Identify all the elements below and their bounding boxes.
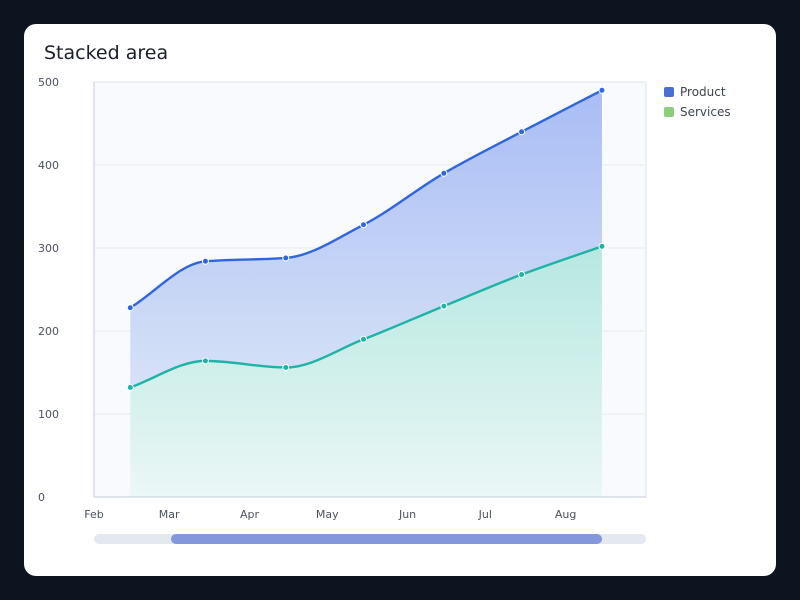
x-tick-label: Feb: [84, 508, 103, 521]
x-tick-label: Mar: [159, 508, 180, 521]
y-tick-label: 400: [38, 159, 59, 172]
data-point-product[interactable]: [126, 304, 134, 312]
x-tick-label: Aug: [555, 508, 576, 521]
x-tick-label: Jul: [478, 508, 492, 521]
legend-swatch-services: [664, 107, 674, 117]
zoom-scrollbar-track[interactable]: [94, 534, 646, 544]
legend: Product Services: [664, 82, 731, 122]
legend-item-services[interactable]: Services: [664, 102, 731, 122]
data-point-services[interactable]: [126, 383, 134, 391]
data-point-product[interactable]: [282, 254, 290, 262]
chart-card: Stacked area 0 100 200 300 400 500 Feb Mar Apr M…: [24, 24, 776, 576]
x-axis-ticks: Feb Mar Apr May Jun Jul Aug: [84, 508, 576, 521]
legend-label-services: Services: [680, 105, 731, 119]
series-points: [126, 86, 606, 391]
x-tick-label: Jun: [398, 508, 416, 521]
area-product: [130, 90, 602, 388]
series-areas: [130, 90, 602, 497]
data-point-product[interactable]: [201, 257, 209, 265]
data-point-product[interactable]: [360, 221, 368, 229]
data-point-services[interactable]: [360, 335, 368, 343]
y-tick-label: 500: [38, 76, 59, 89]
stacked-area-chart: 0 100 200 300 400 500 Feb Mar Apr May Jun Jul Aug: [38, 76, 647, 521]
data-point-product[interactable]: [440, 169, 448, 177]
y-axis-ticks: 0 100 200 300 400 500: [38, 76, 59, 504]
x-tick-label: May: [316, 508, 339, 521]
y-tick-label: 300: [38, 242, 59, 255]
y-tick-label: 100: [38, 408, 59, 421]
y-tick-label: 200: [38, 325, 59, 338]
data-point-services[interactable]: [518, 271, 526, 279]
area-services: [130, 246, 602, 497]
data-point-services[interactable]: [440, 302, 448, 310]
data-point-product[interactable]: [598, 86, 606, 94]
x-tick-label: Apr: [240, 508, 260, 521]
data-point-services[interactable]: [282, 364, 290, 372]
data-point-product[interactable]: [518, 128, 526, 136]
data-point-services[interactable]: [598, 242, 606, 250]
zoom-scrollbar-thumb[interactable]: [171, 534, 602, 544]
chart-title: Stacked area: [44, 42, 169, 64]
data-point-services[interactable]: [201, 357, 209, 365]
legend-label-product: Product: [680, 85, 726, 99]
legend-swatch-product: [664, 87, 674, 97]
legend-item-product[interactable]: Product: [664, 82, 731, 102]
y-tick-label: 0: [38, 491, 45, 504]
